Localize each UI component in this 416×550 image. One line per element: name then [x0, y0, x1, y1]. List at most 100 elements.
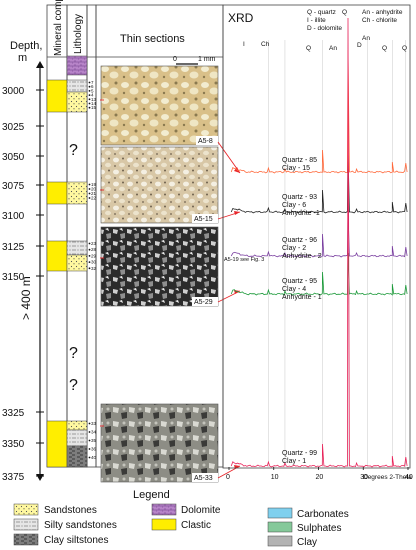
peak-label-anhydrite: An	[362, 35, 370, 42]
xrd-trace	[230, 209, 408, 258]
mineral-composition-column	[46, 79, 68, 468]
xrd-key-item: D - dolomite	[307, 25, 342, 32]
thin-section-photo-a5-8	[100, 65, 219, 146]
mineral-clastic-1	[46, 79, 68, 113]
composition-4-line: Quartz - 95	[282, 278, 317, 285]
sample-dot	[88, 106, 91, 109]
lithology-column	[66, 79, 88, 468]
sample-dot	[88, 267, 91, 270]
depth-gap-label: > 400 m	[19, 276, 33, 320]
peak-label-anhydrite: An	[329, 45, 337, 52]
xrd-panel: XRD 0 10 20 30 40 Degrees 2-Theta	[222, 4, 413, 481]
xrd-axis-label: Degrees 2-Theta	[363, 474, 412, 481]
thin-section-label: A5-29	[194, 299, 213, 306]
composition-3-line: Quartz - 96	[282, 237, 317, 244]
sample-number: 28	[91, 247, 97, 252]
sample-dot	[88, 90, 91, 92]
sample-dot	[88, 102, 91, 105]
legend-label: Clay	[297, 537, 317, 548]
peak-label-dolomite: D	[357, 42, 362, 49]
xrd-trace	[230, 17, 408, 468]
sample-dot	[88, 192, 91, 195]
sample-number: 4	[91, 93, 94, 98]
sample-number: 22	[91, 196, 97, 201]
depth-tick-group: 3000 3025 3050 3075 3100 3125 3150 3325 3350 3375	[2, 86, 44, 483]
thin-section-photo-a5-29	[100, 226, 219, 307]
legend-label: Sandstones	[44, 505, 97, 516]
legend-swatch-silty-sandstones	[13, 518, 39, 531]
header-lithology: Lithology	[73, 14, 84, 54]
legend-label: Carbonates	[297, 509, 349, 520]
legend-title: Legend	[133, 489, 170, 501]
legend-swatch-dolomite	[151, 503, 177, 516]
legend-label: Sulphates	[297, 523, 341, 534]
composition-5-line: Clay - 1	[282, 458, 306, 465]
composition-2-line: Clay - 6	[282, 202, 306, 209]
xrd-title: XRD	[228, 11, 254, 25]
sample-dot	[88, 188, 91, 190]
unknown-interval-mark: ?	[69, 377, 78, 394]
composition-3-line: Anhydrite - 2	[282, 253, 322, 260]
composition-5-line: Quartz - 99	[282, 450, 317, 457]
sample-dot	[88, 98, 91, 101]
thin-section-label: A5-15	[194, 216, 213, 223]
sample-number: 36	[91, 447, 97, 452]
legend-swatch-clay-siltstones	[13, 533, 39, 546]
depth-tick-label: 3375	[2, 472, 25, 483]
legend-swatch-sulphates	[267, 521, 293, 533]
header-thin-sections: Thin sections	[120, 33, 185, 45]
xrd-peak-labels: I Ch Q An Q D An Q Q	[243, 9, 407, 52]
legend-swatch-clay	[267, 535, 293, 547]
lithology-sandstone-2	[66, 181, 88, 205]
legend-label: Dolomite	[181, 505, 221, 516]
lithology-sandstone-3	[66, 254, 88, 272]
sample-dot	[88, 242, 91, 245]
scale-bar-length: 1 mm	[198, 56, 216, 63]
sample-number: 40	[91, 455, 97, 460]
scale-bar-zero: 0	[173, 56, 177, 63]
sample-dot	[88, 448, 91, 450]
sample-number: 33	[91, 421, 97, 426]
legend-swatch-carbonates	[267, 507, 293, 519]
sample-number: 20	[91, 187, 97, 192]
peak-label-chlorite: Ch	[261, 41, 270, 48]
legend-label: Clastic	[181, 520, 211, 531]
peak-label-quartz: Q	[382, 45, 387, 52]
legend-label: Silty sandstones	[44, 520, 117, 531]
depth-tick-label: 3150	[2, 272, 25, 283]
xrd-tick-label: 10	[271, 474, 279, 481]
sample-dot	[88, 456, 91, 459]
composition-4-line: Clay - 4	[282, 286, 306, 293]
peak-label-quartz: Q	[402, 45, 407, 52]
xrd-trace	[230, 49, 408, 174]
sample-dot	[88, 197, 91, 199]
depth-tick-label: 3000	[2, 86, 25, 97]
peak-label-quartz-main: Q	[342, 9, 347, 16]
unknown-interval-mark: ?	[69, 142, 78, 159]
xrd-tick-group: 0 10 20 30 40	[226, 467, 413, 481]
depth-tick-label: 3125	[2, 242, 25, 253]
thin-section-label: A5-8	[198, 138, 213, 145]
depth-tick-label: 3050	[2, 152, 25, 163]
sample-number: 29	[91, 253, 97, 258]
lithology-sandstone-4a	[66, 420, 88, 431]
mineral-clastic-3	[46, 240, 68, 272]
sample-number: 6	[91, 84, 94, 89]
xrd-mineral-key: Q - quartz I - illite D - dolomite An - …	[307, 9, 403, 32]
sample-dot	[88, 261, 91, 263]
xrd-key-item: Q - quartz	[307, 9, 336, 16]
xrd-tick-label: 20	[316, 474, 324, 481]
composition-3-line: Clay - 2	[282, 245, 306, 252]
composition-4-line: Anhydrite - 1	[282, 294, 322, 301]
peak-label-illite: I	[243, 41, 245, 48]
sample-number: 13	[91, 97, 97, 102]
legend-swatch-sandstones	[13, 503, 39, 516]
depth-axis-unit: m	[18, 52, 27, 64]
thin-section-labels: A5-8 A5-15 A5-29 A5-33	[192, 136, 218, 482]
sample-number: 35	[91, 438, 97, 443]
depth-tick-label: 3325	[2, 408, 25, 419]
sample-dot	[88, 94, 91, 96]
pointer-heads	[234, 167, 240, 469]
sample-dot	[88, 431, 91, 433]
